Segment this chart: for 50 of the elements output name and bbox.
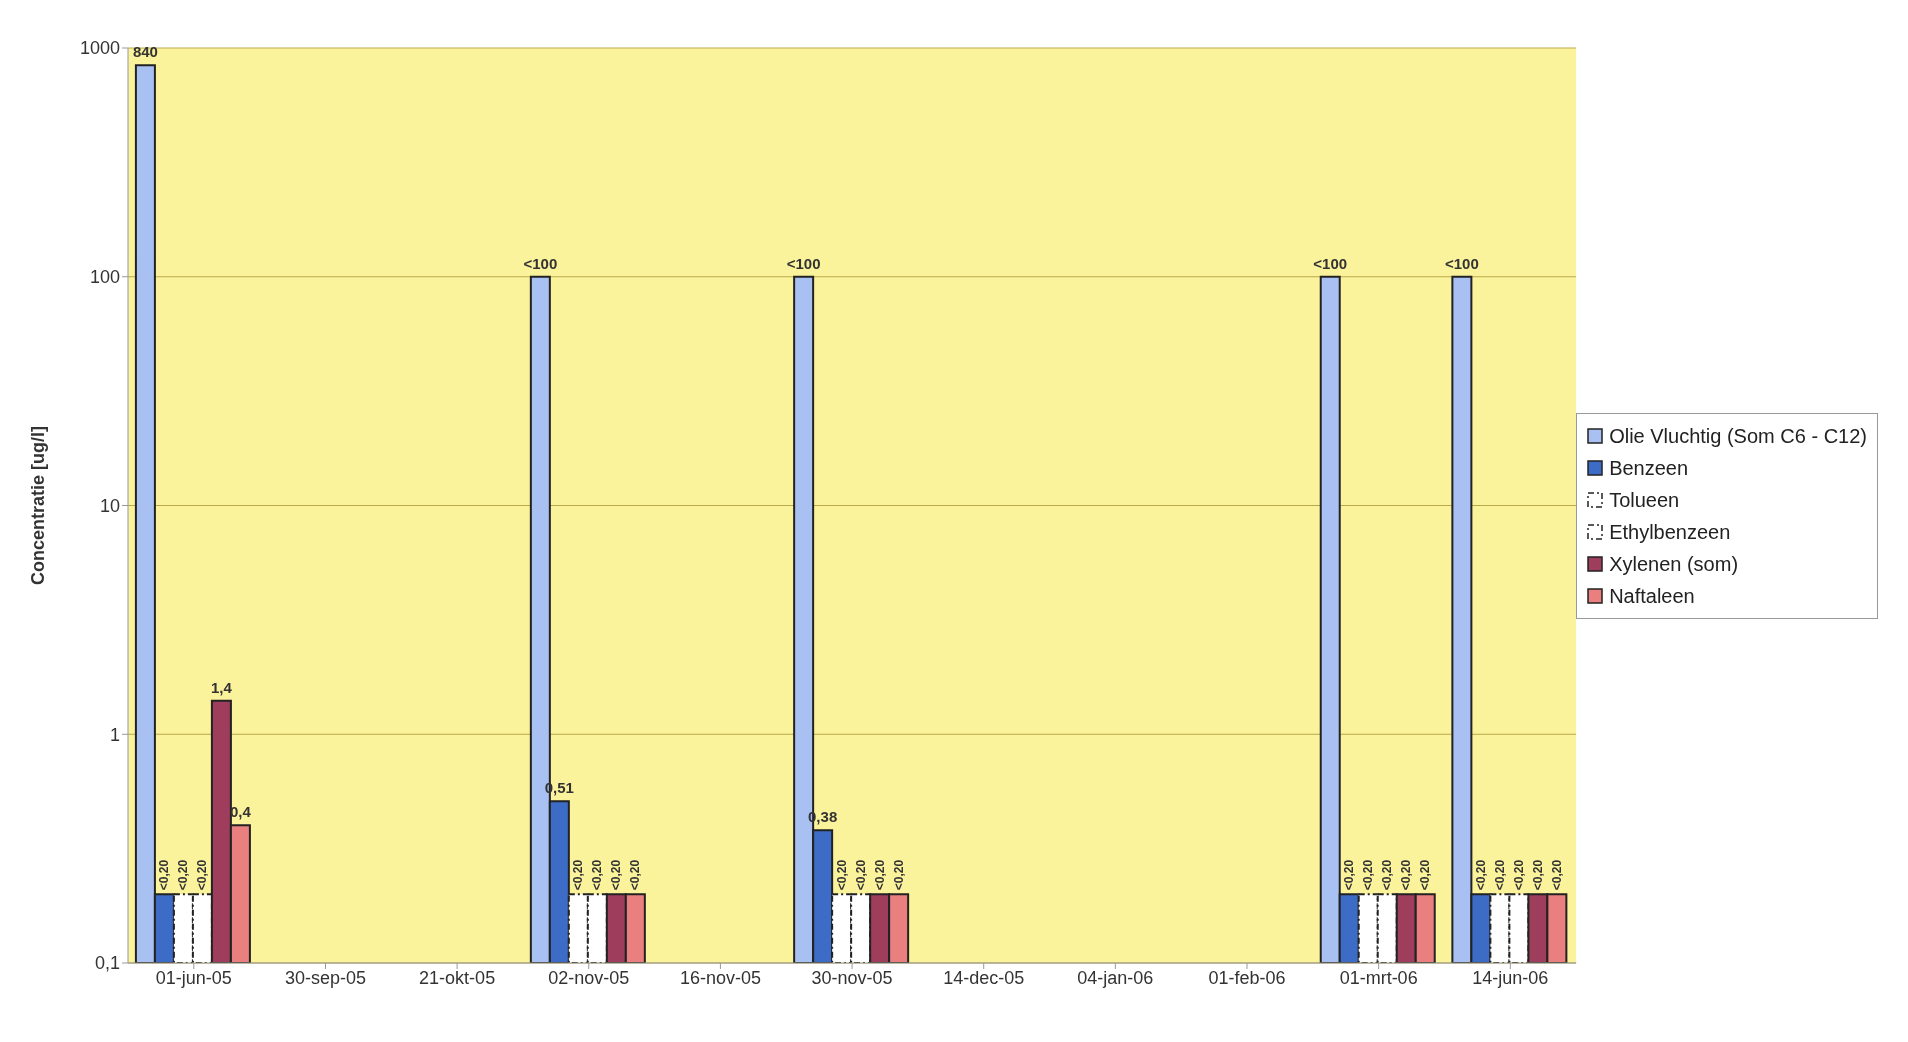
data-label: <100 bbox=[1313, 254, 1348, 272]
data-label: <100 bbox=[523, 254, 558, 272]
data-label: <0,20 bbox=[1399, 859, 1414, 891]
y-tick-label: 0,1 bbox=[94, 953, 120, 974]
data-label: <0,20 bbox=[195, 859, 210, 891]
y-tick-label: 1000 bbox=[79, 38, 120, 59]
x-tick-label: 16-nov-05 bbox=[679, 967, 761, 988]
data-label: <0,20 bbox=[571, 859, 586, 891]
data-label: <0,20 bbox=[1342, 859, 1357, 891]
x-tick-label: 21-okt-05 bbox=[419, 967, 496, 988]
legend-label: Olie Vluchtig (Som C6 - C12) bbox=[1609, 423, 1867, 449]
data-label: <0,20 bbox=[853, 859, 868, 891]
data-label: <0,20 bbox=[1530, 859, 1545, 891]
x-tick-label: 01-feb-06 bbox=[1208, 967, 1286, 988]
y-tick-label: 10 bbox=[99, 495, 120, 516]
legend-label: Tolueen bbox=[1609, 487, 1680, 513]
data-label: <100 bbox=[1444, 254, 1479, 272]
data-label: <0,20 bbox=[176, 859, 191, 891]
data-label: <0,20 bbox=[1473, 859, 1488, 891]
data-label: <0,20 bbox=[1549, 859, 1564, 891]
data-label: <0,20 bbox=[609, 859, 624, 891]
y-tick-label: 100 bbox=[89, 267, 120, 288]
data-label: <0,20 bbox=[1492, 859, 1507, 891]
data-label: <100 bbox=[786, 254, 821, 272]
data-label: <0,20 bbox=[891, 859, 906, 891]
x-tick-label: 14-jun-06 bbox=[1472, 967, 1549, 988]
x-tick-label: 04-jan-06 bbox=[1077, 967, 1154, 988]
x-tick-label: 02-nov-05 bbox=[548, 967, 630, 988]
data-label: <0,20 bbox=[1511, 859, 1526, 891]
x-tick-label: 14-dec-05 bbox=[943, 967, 1025, 988]
x-tick-label: 30-nov-05 bbox=[811, 967, 893, 988]
x-tick-label: 30-sep-05 bbox=[284, 967, 366, 988]
y-tick-label: 1 bbox=[109, 724, 120, 745]
data-label: <0,20 bbox=[834, 859, 849, 891]
data-label: <0,20 bbox=[872, 859, 887, 891]
x-tick-label: 01-mrt-06 bbox=[1339, 967, 1418, 988]
legend-label: Ethylbenzeen bbox=[1609, 519, 1731, 545]
x-tick-label: 01-jun-05 bbox=[155, 967, 232, 988]
legend-label: Xylenen (som) bbox=[1609, 551, 1739, 577]
legend-label: Naftaleen bbox=[1609, 583, 1695, 609]
data-label: 1,4 bbox=[210, 678, 233, 696]
data-label: <0,20 bbox=[590, 859, 605, 891]
y-axis-title: Concentratie [ug/l] bbox=[28, 425, 49, 586]
data-label: 840 bbox=[132, 43, 158, 61]
data-label: <0,20 bbox=[1380, 859, 1395, 891]
legend-label: Benzeen bbox=[1609, 455, 1689, 481]
data-label: <0,20 bbox=[157, 859, 172, 891]
data-label: <0,20 bbox=[1361, 859, 1376, 891]
data-label: <0,20 bbox=[1418, 859, 1433, 891]
data-label: <0,20 bbox=[628, 859, 643, 891]
